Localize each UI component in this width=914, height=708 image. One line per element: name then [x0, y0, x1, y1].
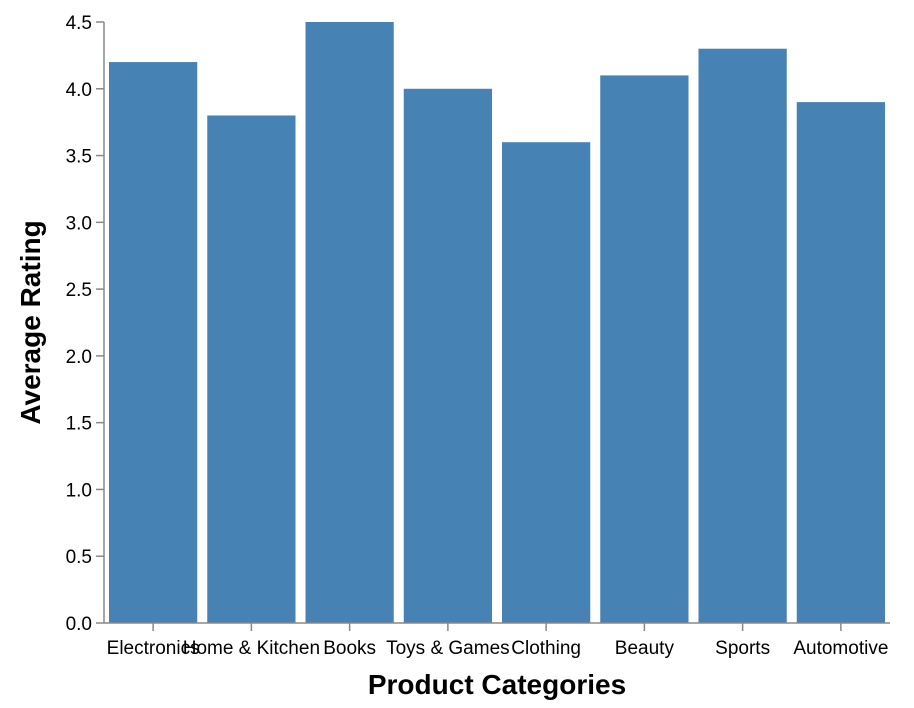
- x-tick-label: Sports: [715, 638, 770, 659]
- bar-electronics: [109, 62, 198, 624]
- y-tick-label: 4.5: [66, 13, 92, 34]
- bar-toys-games: [403, 88, 492, 624]
- y-tick-label: 3.5: [66, 147, 92, 168]
- y-tick-label: 0.5: [66, 547, 92, 568]
- y-tick-label: 3.0: [66, 213, 92, 234]
- bar-sports: [698, 48, 787, 623]
- y-tick-label: 1.0: [66, 480, 92, 501]
- x-tick-label: Books: [323, 638, 376, 659]
- y-tick-label: 0.0: [66, 614, 92, 635]
- bars-group: [109, 22, 885, 624]
- bar-clothing: [502, 142, 591, 623]
- bar-home-kitchen: [207, 115, 296, 623]
- x-tick-label: Home & Kitchen: [183, 638, 320, 659]
- y-tick-label: 2.0: [66, 347, 92, 368]
- x-tick-label: Toys & Games: [386, 638, 510, 659]
- x-tick-label: Electronics: [107, 638, 200, 659]
- y-axis-title: Average Rating: [15, 220, 46, 424]
- y-axis-ticks: 0.0 0.5 1.0 1.5 2.0 2.5 3.0 3.5 4.0 4.5: [66, 13, 104, 635]
- y-tick-label: 4.0: [66, 80, 92, 101]
- x-tick-label: Beauty: [615, 638, 675, 659]
- y-tick-label: 1.5: [66, 414, 92, 435]
- x-axis-title: Product Categories: [368, 669, 626, 700]
- y-tick-label: 2.5: [66, 280, 92, 301]
- bar-beauty: [600, 75, 689, 623]
- bar-books: [305, 22, 394, 623]
- bar-automotive: [796, 102, 885, 624]
- x-tick-label: Clothing: [511, 638, 581, 659]
- x-tick-label: Automotive: [793, 638, 888, 659]
